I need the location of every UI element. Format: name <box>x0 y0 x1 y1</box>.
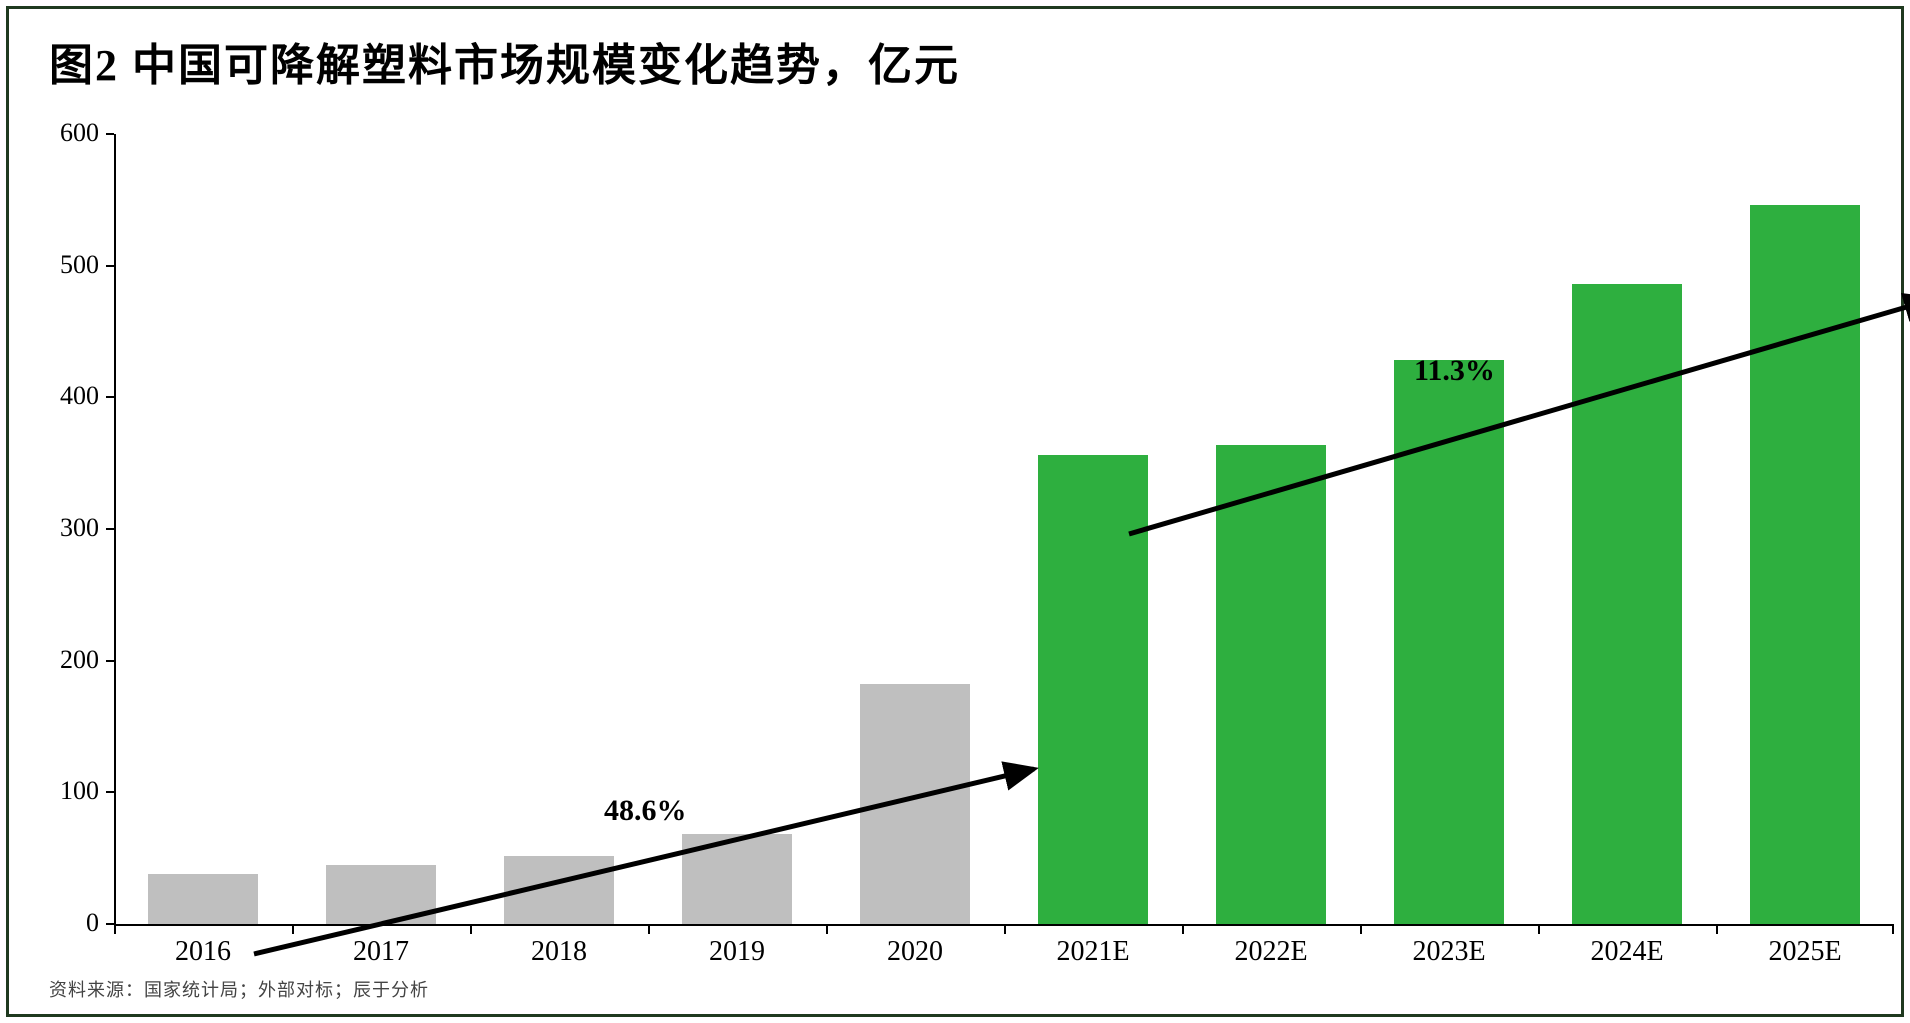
x-tick <box>1004 924 1006 934</box>
x-axis-label: 2025E <box>1716 936 1894 968</box>
x-axis-label: 2024E <box>1538 936 1716 968</box>
chart-area: 0100200300400500600201620172018201920202… <box>114 134 1894 924</box>
y-tick <box>106 660 114 662</box>
y-tick-label: 300 <box>34 513 99 543</box>
y-tick-label: 100 <box>34 776 99 806</box>
x-tick <box>1716 924 1718 934</box>
trend-arrow <box>254 769 1034 954</box>
y-tick-label: 400 <box>34 381 99 411</box>
y-tick <box>106 396 114 398</box>
x-tick <box>470 924 472 934</box>
source-label: 资料来源：国家统计局；外部对标；辰于分析 <box>49 976 429 1002</box>
x-tick <box>114 924 116 934</box>
x-axis-label: 2020 <box>826 936 1004 968</box>
x-axis-label: 2018 <box>470 936 648 968</box>
y-tick <box>106 923 114 925</box>
x-tick <box>1538 924 1540 934</box>
y-tick-label: 200 <box>34 645 99 675</box>
y-tick <box>106 265 114 267</box>
x-tick <box>1892 924 1894 934</box>
y-tick-label: 600 <box>34 118 99 148</box>
y-tick <box>106 791 114 793</box>
x-axis-label: 2023E <box>1360 936 1538 968</box>
arrows-layer <box>114 134 1894 924</box>
trend-arrow <box>1129 299 1910 534</box>
x-axis-label: 2022E <box>1182 936 1360 968</box>
x-tick <box>1182 924 1184 934</box>
chart-frame: 图2 中国可降解塑料市场规模变化趋势，亿元 010020030040050060… <box>6 6 1904 1017</box>
x-axis-label: 2019 <box>648 936 826 968</box>
chart-title: 图2 中国可降解塑料市场规模变化趋势，亿元 <box>49 29 960 93</box>
x-tick <box>648 924 650 934</box>
x-tick <box>292 924 294 934</box>
y-tick-label: 500 <box>34 250 99 280</box>
y-tick-label: 0 <box>34 908 99 938</box>
y-tick <box>106 528 114 530</box>
y-tick <box>106 133 114 135</box>
x-axis-label: 2021E <box>1004 936 1182 968</box>
x-tick <box>1360 924 1362 934</box>
x-tick <box>826 924 828 934</box>
